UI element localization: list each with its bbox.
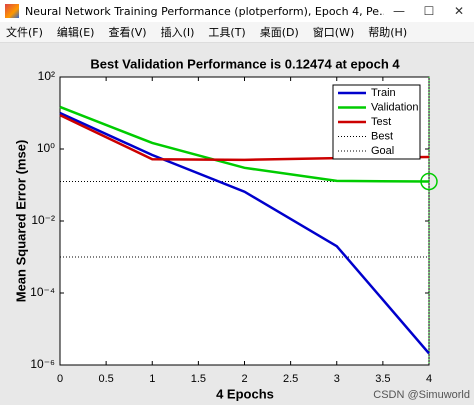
watermark: CSDN @Simuworld [373, 389, 470, 401]
app-icon [5, 4, 19, 18]
legend-label: Validation [371, 101, 419, 113]
legend-label: Test [371, 116, 391, 128]
x-tick-label: 1 [149, 373, 155, 385]
series-line [59, 114, 430, 162]
series-line [59, 111, 430, 355]
window-title: Neural Network Training Performance (plo… [25, 4, 384, 18]
y-tick-label: 10⁻⁶ [30, 357, 55, 371]
menu-bar: 文件(F) 编辑(E) 查看(V) 插入(I) 工具(T) 桌面(D) 窗口(W) 帮助(H) [0, 22, 474, 43]
y-tick-label: 10² [38, 69, 55, 83]
menu-item[interactable]: 桌面(D) [259, 26, 299, 39]
legend-box [332, 84, 421, 160]
x-tick-label: 3.5 [375, 373, 390, 385]
close-button[interactable]: ✕ [453, 4, 465, 18]
best-marker [420, 172, 438, 191]
x-tick-label: 4 [426, 373, 432, 385]
x-tick-label: 2.5 [283, 373, 298, 385]
y-tick-label: 10⁻⁴ [30, 285, 55, 299]
x-tick-label: 0 [57, 373, 63, 385]
menu-item[interactable]: 插入(I) [160, 26, 195, 39]
y-axis-label: Mean Squared Error (mse) [13, 140, 28, 303]
series-line [59, 105, 430, 183]
legend-label: Train [371, 87, 396, 99]
menu-item[interactable]: 帮助(H) [368, 26, 408, 39]
title-bar: Neural Network Training Performance (plo… [0, 0, 474, 22]
chart-title: Best Validation Performance is 0.12474 a… [90, 56, 400, 71]
plot-area [59, 76, 430, 366]
maximize-button[interactable]: ☐ [423, 4, 435, 18]
legend-label: Goal [371, 145, 394, 157]
x-tick-label: 3 [334, 373, 340, 385]
minimize-button[interactable]: — [393, 4, 405, 18]
menu-item[interactable]: 文件(F) [6, 26, 43, 39]
x-tick-label: 2 [241, 373, 247, 385]
legend-label: Best [371, 130, 393, 142]
x-tick-label: 1.5 [191, 373, 206, 385]
x-tick-label: 0.5 [98, 373, 113, 385]
y-tick-label: 10⁻² [31, 213, 55, 227]
x-axis-label: 4 Epochs [216, 386, 274, 401]
y-tick-label: 10⁰ [37, 141, 55, 155]
menu-item[interactable]: 编辑(E) [56, 26, 95, 39]
menu-item[interactable]: 窗口(W) [312, 26, 355, 39]
menu-item[interactable]: 工具(T) [208, 26, 246, 39]
menu-item[interactable]: 查看(V) [108, 26, 147, 39]
